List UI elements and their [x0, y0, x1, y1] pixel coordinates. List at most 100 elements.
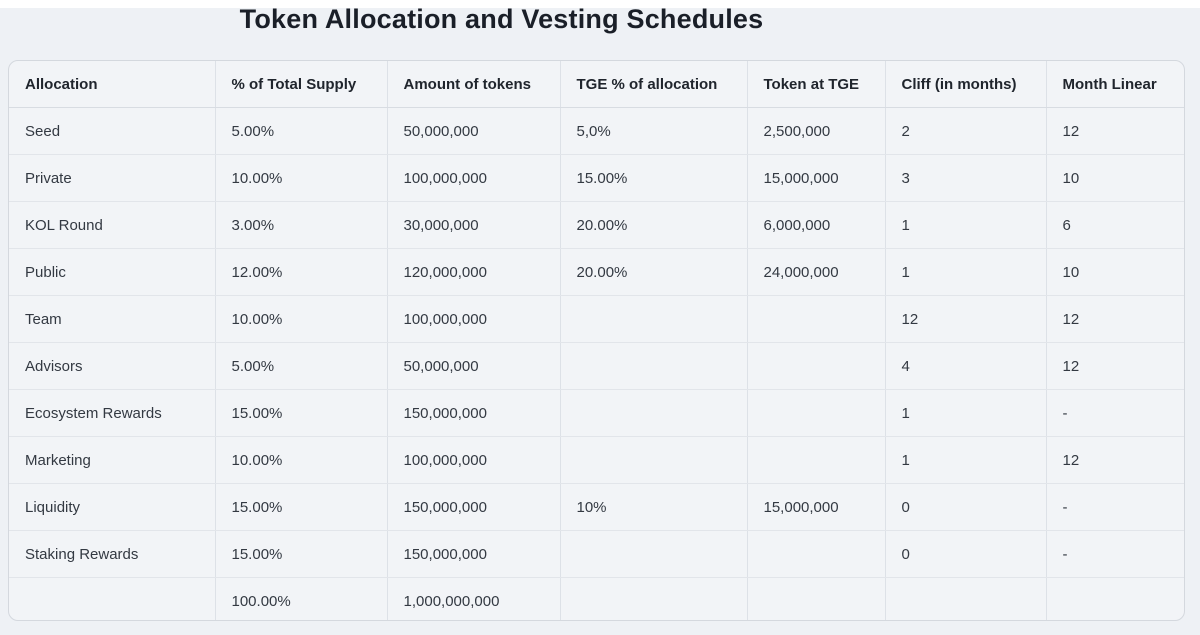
cell-token-at-tge [747, 389, 886, 437]
cell-cliff: 2 [885, 107, 1047, 155]
table-row: Public 12.00% 120,000,000 20.00% 24,000,000 1… [9, 248, 1184, 296]
cell-token-at-tge [747, 342, 886, 390]
cell-token-at-tge [747, 577, 886, 620]
cell-cliff [885, 577, 1047, 620]
table-row: Staking Rewards 15.00% 150,000,000 0- [9, 530, 1184, 578]
cell-month-linear: 10 [1046, 154, 1184, 202]
allocation-table: Allocation % of Total Supply Amount of t… [9, 61, 1184, 621]
cell-tge-pct [560, 577, 748, 620]
cell-token-at-tge [747, 436, 886, 484]
cell-tge-pct: 10% [560, 483, 748, 531]
cell-pct-total-supply: 10.00% [215, 154, 388, 202]
cell-pct-total-supply: 10.00% [215, 436, 388, 484]
cell-month-linear: - [1046, 483, 1184, 531]
cell-token-at-tge: 24,000,000 [747, 248, 886, 296]
column-header-allocation: Allocation [9, 61, 216, 108]
cell-allocation: Ecosystem Rewards [9, 389, 216, 437]
cell-cliff: 4 [885, 342, 1047, 390]
column-header-tge-pct: TGE % of allocation [560, 61, 748, 108]
cell-token-at-tge [747, 295, 886, 343]
cell-token-at-tge: 6,000,000 [747, 201, 886, 249]
cell-allocation: Liquidity [9, 483, 216, 531]
cell-amount-of-tokens: 100,000,000 [387, 295, 561, 343]
cell-allocation [9, 577, 216, 620]
cell-allocation: KOL Round [9, 201, 216, 249]
cell-tge-pct [560, 530, 748, 578]
cell-month-linear: 12 [1046, 107, 1184, 155]
cell-allocation: Staking Rewards [9, 530, 216, 578]
cell-amount-of-tokens: 1,000,000,000 [387, 577, 561, 620]
cell-amount-of-tokens: 150,000,000 [387, 530, 561, 578]
cell-pct-total-supply: 15.00% [215, 483, 388, 531]
cell-pct-total-supply: 3.00% [215, 201, 388, 249]
table-row: Team 10.00% 100,000,000 12 12 [9, 295, 1184, 343]
cell-allocation: Private [9, 154, 216, 202]
cell-tge-pct [560, 389, 748, 437]
cell-month-linear: 12 [1046, 295, 1184, 343]
table-body: Seed 5.00% 50,000,000 5,0% 2,500,000 2 12 Priva… [9, 107, 1184, 621]
page-title: Token Allocation and Vesting Schedules [239, 4, 764, 34]
cell-cliff: 1 [885, 436, 1047, 484]
cell-token-at-tge: 2,500,000 [747, 107, 886, 155]
cell-tge-pct: 5,0% [560, 107, 748, 155]
column-header-cliff: Cliff (in months) [885, 61, 1047, 108]
cell-cliff: 0 [885, 483, 1047, 531]
cell-amount-of-tokens: 30,000,000 [387, 201, 561, 249]
cell-tge-pct [560, 295, 748, 343]
cell-token-at-tge [747, 530, 886, 578]
cell-cliff: 12 [885, 295, 1047, 343]
cell-tge-pct: 20.00% [560, 248, 748, 296]
cell-tge-pct: 15.00% [560, 154, 748, 202]
cell-pct-total-supply: 100.00% [215, 577, 388, 620]
column-header-amount-of-tokens: Amount of tokens [387, 61, 561, 108]
cell-month-linear: - [1046, 530, 1184, 578]
cell-tge-pct [560, 436, 748, 484]
table-header-row: Allocation % of Total Supply Amount of t… [9, 61, 1184, 108]
cell-token-at-tge: 15,000,000 [747, 483, 886, 531]
table-row-total: 100.00% 1,000,000,000 [9, 577, 1184, 621]
cell-month-linear: - [1046, 389, 1184, 437]
cell-month-linear: 12 [1046, 342, 1184, 390]
cell-amount-of-tokens: 50,000,000 [387, 107, 561, 155]
cell-month-linear [1046, 578, 1184, 621]
cell-pct-total-supply: 15.00% [215, 530, 388, 578]
cell-pct-total-supply: 12.00% [215, 248, 388, 296]
cell-pct-total-supply: 5.00% [215, 342, 388, 390]
cell-cliff: 1 [885, 389, 1047, 437]
allocation-table-container: Allocation % of Total Supply Amount of t… [8, 60, 1185, 621]
cell-cliff: 0 [885, 530, 1047, 578]
cell-allocation: Public [9, 248, 216, 296]
cell-pct-total-supply: 5.00% [215, 107, 388, 155]
column-header-month-linear: Month Linear [1046, 61, 1184, 108]
column-header-token-at-tge: Token at TGE [747, 61, 886, 108]
table-row: Marketing 10.00% 100,000,000 1 12 [9, 436, 1184, 484]
cell-tge-pct [560, 342, 748, 390]
cell-amount-of-tokens: 100,000,000 [387, 436, 561, 484]
cell-month-linear: 12 [1046, 436, 1184, 484]
table-row: KOL Round 3.00% 30,000,000 20.00% 6,000,000 1… [9, 201, 1184, 249]
table-row: Ecosystem Rewards 15.00% 150,000,000 1- [9, 389, 1184, 437]
cell-allocation: Marketing [9, 436, 216, 484]
cell-amount-of-tokens: 50,000,000 [387, 342, 561, 390]
cell-amount-of-tokens: 120,000,000 [387, 248, 561, 296]
cell-amount-of-tokens: 150,000,000 [387, 389, 561, 437]
cell-amount-of-tokens: 150,000,000 [387, 483, 561, 531]
cell-pct-total-supply: 15.00% [215, 389, 388, 437]
cell-month-linear: 10 [1046, 248, 1184, 296]
cell-pct-total-supply: 10.00% [215, 295, 388, 343]
table-row: Liquidity 15.00% 150,000,000 10% 15,000,000 0… [9, 483, 1184, 531]
cell-token-at-tge: 15,000,000 [747, 154, 886, 202]
cell-amount-of-tokens: 100,000,000 [387, 154, 561, 202]
cell-cliff: 1 [885, 201, 1047, 249]
cell-allocation: Seed [9, 107, 216, 155]
cell-cliff: 1 [885, 248, 1047, 296]
cell-cliff: 3 [885, 154, 1047, 202]
cell-allocation: Advisors [9, 342, 216, 390]
cell-tge-pct: 20.00% [560, 201, 748, 249]
table-row: Seed 5.00% 50,000,000 5,0% 2,500,000 2 12 [9, 107, 1184, 155]
column-header-pct-total-supply: % of Total Supply [215, 61, 388, 108]
cell-month-linear: 6 [1046, 201, 1184, 249]
cell-allocation: Team [9, 295, 216, 343]
table-row: Advisors 5.00% 50,000,000 4 12 [9, 342, 1184, 390]
